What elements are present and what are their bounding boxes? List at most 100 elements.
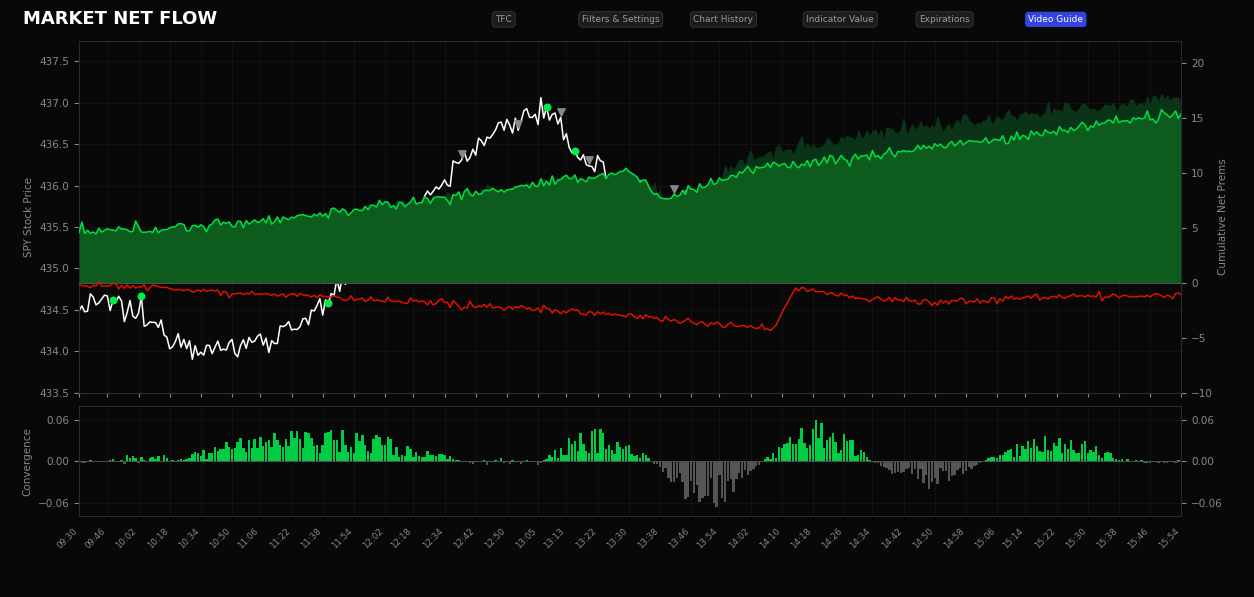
Bar	[438, 454, 440, 461]
Bar	[1099, 456, 1100, 461]
Bar	[305, 432, 307, 461]
Bar	[149, 458, 150, 461]
Bar	[112, 459, 114, 461]
Bar	[804, 443, 805, 461]
Bar	[554, 450, 557, 461]
Bar	[420, 457, 423, 461]
Bar	[237, 442, 240, 461]
Bar	[248, 441, 251, 461]
Bar	[715, 461, 717, 507]
Bar	[755, 461, 757, 466]
Bar	[509, 461, 510, 464]
Bar	[1157, 461, 1160, 463]
Bar	[424, 457, 426, 461]
Bar	[894, 461, 897, 473]
Bar	[673, 461, 675, 482]
Bar	[1072, 451, 1075, 461]
Bar	[993, 457, 996, 461]
Y-axis label: SPY Stock Price: SPY Stock Price	[24, 177, 34, 257]
Bar	[692, 461, 695, 494]
Bar	[1075, 453, 1077, 461]
Bar	[676, 461, 678, 478]
Bar	[134, 458, 137, 461]
Bar	[172, 460, 174, 461]
Bar	[559, 448, 562, 461]
Bar	[525, 460, 528, 461]
Bar	[446, 459, 449, 461]
Y-axis label: Cumulative Net Prems: Cumulative Net Prems	[1219, 158, 1229, 275]
Bar	[638, 457, 641, 461]
Bar	[1025, 449, 1027, 461]
Bar	[775, 458, 777, 461]
Bar	[1110, 453, 1111, 461]
Bar	[154, 458, 157, 461]
Bar	[962, 461, 964, 475]
Bar	[494, 460, 497, 461]
Bar	[370, 453, 372, 461]
Bar	[865, 457, 868, 461]
Bar	[426, 451, 429, 461]
Bar	[826, 441, 829, 461]
Text: Filters & Settings: Filters & Settings	[582, 15, 660, 24]
Bar	[520, 461, 522, 464]
Bar	[667, 461, 670, 478]
Bar	[1063, 444, 1066, 461]
Bar	[1052, 443, 1055, 461]
Bar	[1126, 460, 1129, 461]
Bar	[602, 433, 604, 461]
Bar	[685, 461, 687, 498]
Bar	[191, 454, 193, 461]
Bar	[123, 461, 125, 464]
Bar	[656, 461, 658, 464]
Point	[579, 156, 599, 165]
Bar	[599, 429, 602, 461]
Bar	[1175, 461, 1176, 463]
Bar	[761, 461, 764, 462]
Bar	[746, 461, 749, 475]
Bar	[1067, 449, 1070, 461]
Bar	[789, 437, 791, 461]
Bar	[251, 448, 253, 461]
Bar	[548, 455, 551, 461]
Bar	[939, 461, 942, 468]
Bar	[868, 460, 870, 461]
Bar	[1092, 452, 1095, 461]
Bar	[701, 461, 703, 498]
Bar	[1041, 452, 1043, 461]
Bar	[577, 451, 579, 461]
Bar	[987, 458, 989, 461]
Point	[665, 184, 685, 194]
Bar	[791, 444, 794, 461]
Bar	[917, 461, 919, 479]
Bar	[364, 445, 366, 461]
Bar	[840, 450, 843, 461]
Bar	[199, 456, 202, 461]
Bar	[786, 444, 789, 461]
Bar	[860, 450, 863, 461]
Bar	[998, 455, 1001, 461]
Bar	[777, 447, 780, 461]
Bar	[152, 457, 154, 461]
Bar	[710, 461, 712, 478]
Bar	[231, 448, 233, 461]
Bar	[964, 461, 967, 470]
Bar	[458, 460, 460, 461]
Bar	[724, 461, 726, 502]
Bar	[1135, 460, 1137, 461]
Bar	[118, 461, 120, 463]
Bar	[772, 453, 775, 461]
Bar	[922, 461, 924, 484]
Bar	[242, 448, 245, 461]
Bar	[395, 447, 398, 461]
Bar	[1050, 451, 1052, 461]
Bar	[624, 445, 627, 461]
Bar	[1083, 441, 1086, 461]
Bar	[1140, 460, 1142, 461]
Bar	[823, 448, 825, 461]
Bar	[1106, 451, 1109, 461]
Bar	[514, 461, 517, 462]
Bar	[296, 431, 298, 461]
Bar	[582, 444, 584, 461]
Bar	[798, 439, 800, 461]
Bar	[809, 445, 811, 461]
